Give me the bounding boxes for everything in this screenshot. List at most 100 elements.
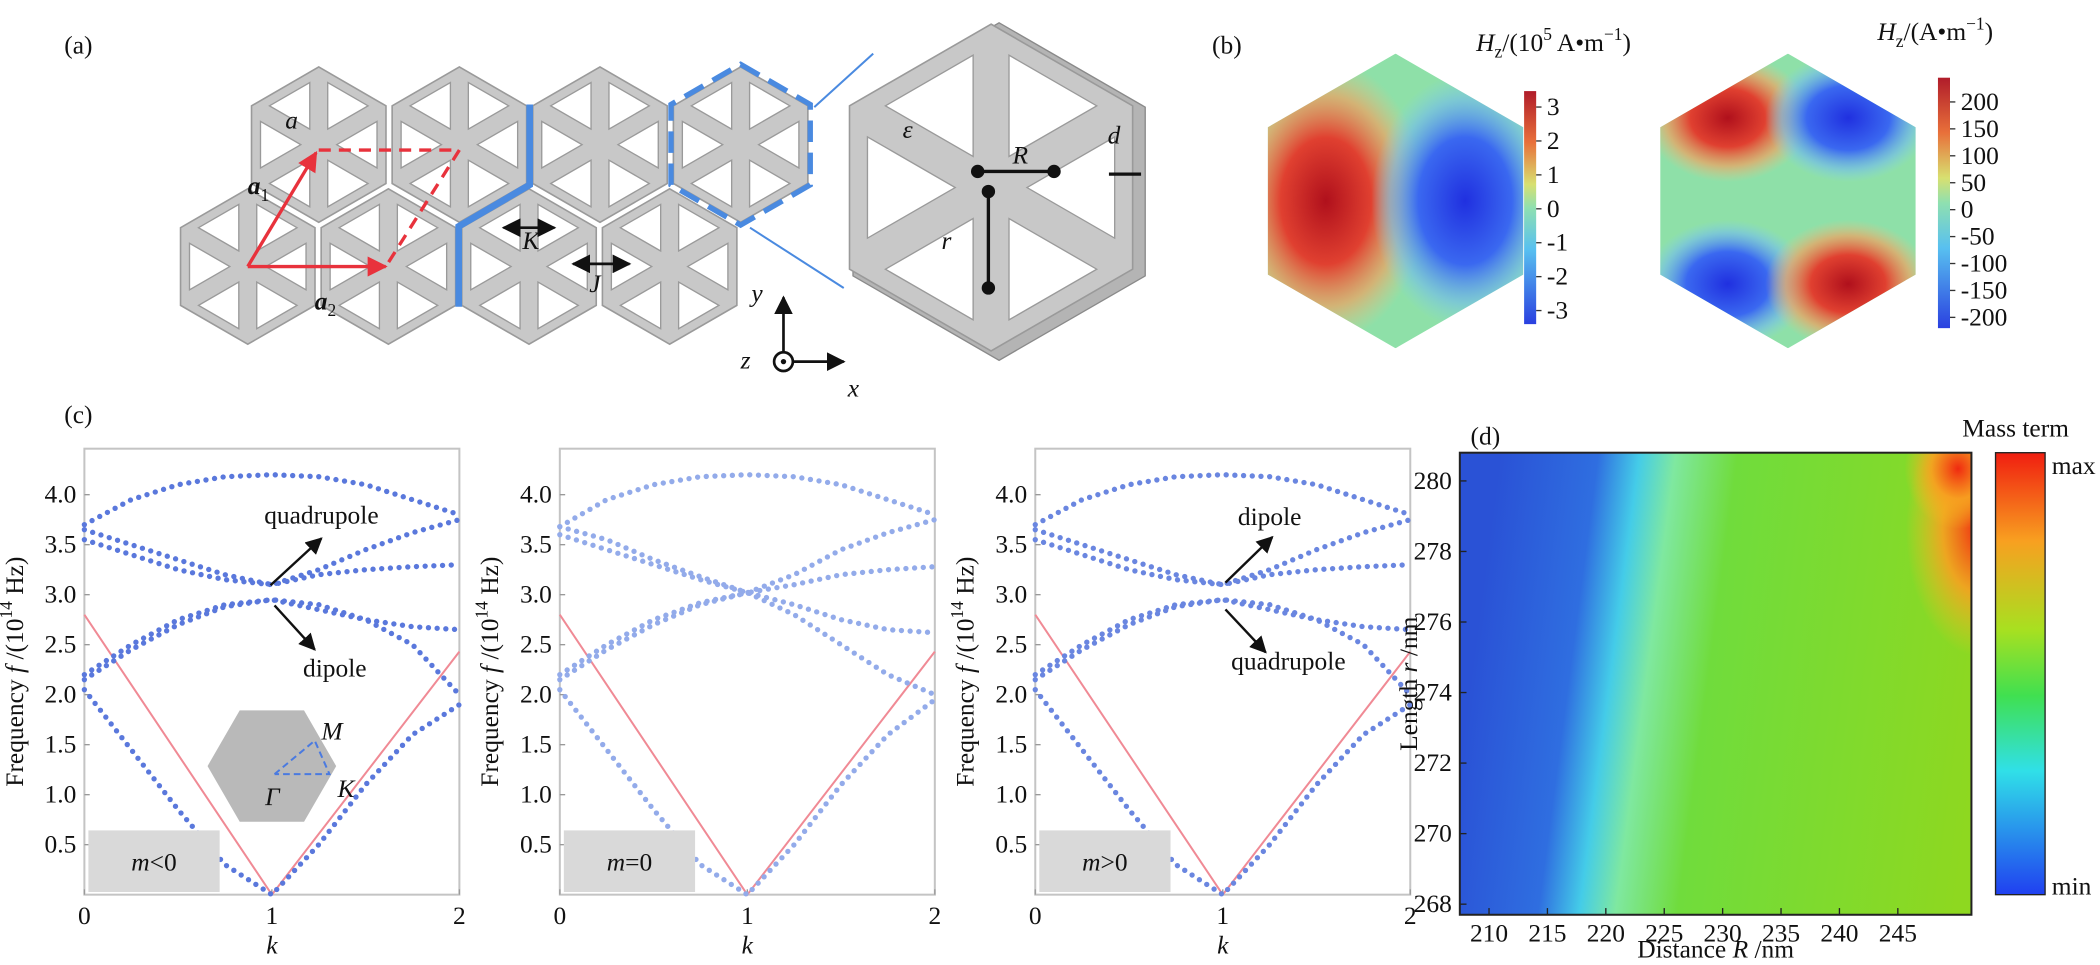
x-axis-label: Distance R /nm [1637,935,1794,964]
x-tick-label: 2 [1404,901,1417,930]
label: d [1108,120,1121,149]
text-part: 5 [1543,24,1552,44]
hot-spot [1904,452,1972,530]
hole [681,120,725,170]
label: K [521,226,541,255]
hole [748,81,792,131]
hole [256,280,299,330]
y-tick-label: 270 [1414,819,1452,848]
y-tick-label: 272 [1414,748,1452,777]
x-tick-label: 240 [1820,919,1858,948]
hole [197,280,240,330]
text-part: d [1108,120,1121,149]
box-label: m>0 [1082,848,1127,877]
annotation: dipole [303,653,367,682]
label: y [748,278,763,307]
y-tick-label: 4.0 [995,480,1027,509]
y-axis-label: Frequency f /(1014 Hz) [0,557,29,787]
colorbar-tick-label: 200 [1961,87,1999,116]
text-part: y [748,278,763,307]
hole [549,159,592,208]
text-part: /(10 [1502,28,1543,57]
y-tick-label: 276 [1414,607,1452,636]
box-label: m<0 [131,848,176,877]
text-part: f [951,663,980,673]
dim-dot [981,184,996,199]
x-tick-label: 245 [1879,919,1917,948]
text-part: f [0,663,29,673]
colorbar-title: Hz/(105 A•m−1) [1475,24,1631,61]
text-part: ε [903,115,913,144]
x-tick-label: 1 [1216,901,1229,930]
y-tick-label: 4.0 [45,480,77,509]
text-part: m [1082,848,1100,877]
y-tick-label: 0.5 [45,830,77,859]
zoom-line [749,226,845,289]
label-box [1039,830,1171,892]
plot-frame [558,447,936,896]
y-tick-label: 274 [1414,678,1452,707]
hole [541,120,584,170]
colorbar-tick-label: -1 [1547,228,1568,257]
hole [188,242,232,292]
field-lobe [1267,60,1427,342]
label: a2 [315,286,336,320]
colorbar-tick-label: 0 [1961,195,1974,224]
heatmap [1459,452,1972,915]
y-tick-label: 3.0 [995,580,1027,609]
band [1032,596,1413,698]
text-part: R [1732,935,1749,964]
text-part: J [589,269,602,298]
text-part: Hz) [951,557,980,602]
x-axis-label: k [742,931,754,960]
hole [619,280,662,330]
hole [1008,217,1099,322]
inset-label: K [337,774,357,803]
x-tick-label: 0 [78,901,91,930]
band [1032,517,1413,588]
x-tick-label: 230 [1704,919,1742,948]
hole [686,242,729,292]
colorbar-label: max [2052,451,2096,480]
y-tick-label: 2.5 [995,630,1027,659]
colorbar-tick-label: 100 [1961,141,1999,170]
annotation-arrow [1224,608,1267,654]
y-tick-label: 2.0 [520,680,552,709]
text-part: a [285,106,298,135]
colorbar-label: min [2052,872,2092,901]
inset-label: Γ [264,782,281,811]
y-axis-label: Length r /nm [1394,616,1423,750]
text-part: r [942,226,952,255]
colorbar-tick-label: -200 [1961,302,2008,331]
dim-dot [970,164,985,179]
y-tick-label: 4.0 [520,480,552,509]
colorbar-tick-label: 2 [1547,126,1560,155]
band [81,472,463,528]
dim-dot [1047,164,1061,179]
y-tick-label: 1.0 [995,780,1027,809]
band [557,532,938,596]
annotation-arrow [269,537,323,587]
y-tick-label: 2.5 [45,630,77,659]
hole [405,242,448,292]
text-part: =0 [625,848,652,877]
hole [335,120,378,170]
field-map [1267,53,1524,349]
plot-frame [1034,447,1412,896]
y-tick-label: 3.5 [45,530,77,559]
text-part: /(10 [475,619,504,666]
x-tick-label: 0 [1029,901,1042,930]
x-tick-label: 210 [1470,919,1508,948]
hole [619,203,662,253]
hole [677,203,721,253]
text-part: a [315,286,328,315]
k-path [273,739,332,776]
text-part: Frequency [951,673,980,787]
hole [677,280,721,330]
colorbar-tick-label: 50 [1961,168,1986,197]
x-tick-label: 1 [741,901,754,930]
text-part: z [1896,31,1904,51]
y-tick-label: 0.5 [520,830,552,859]
x-tick-label: 220 [1587,919,1625,948]
